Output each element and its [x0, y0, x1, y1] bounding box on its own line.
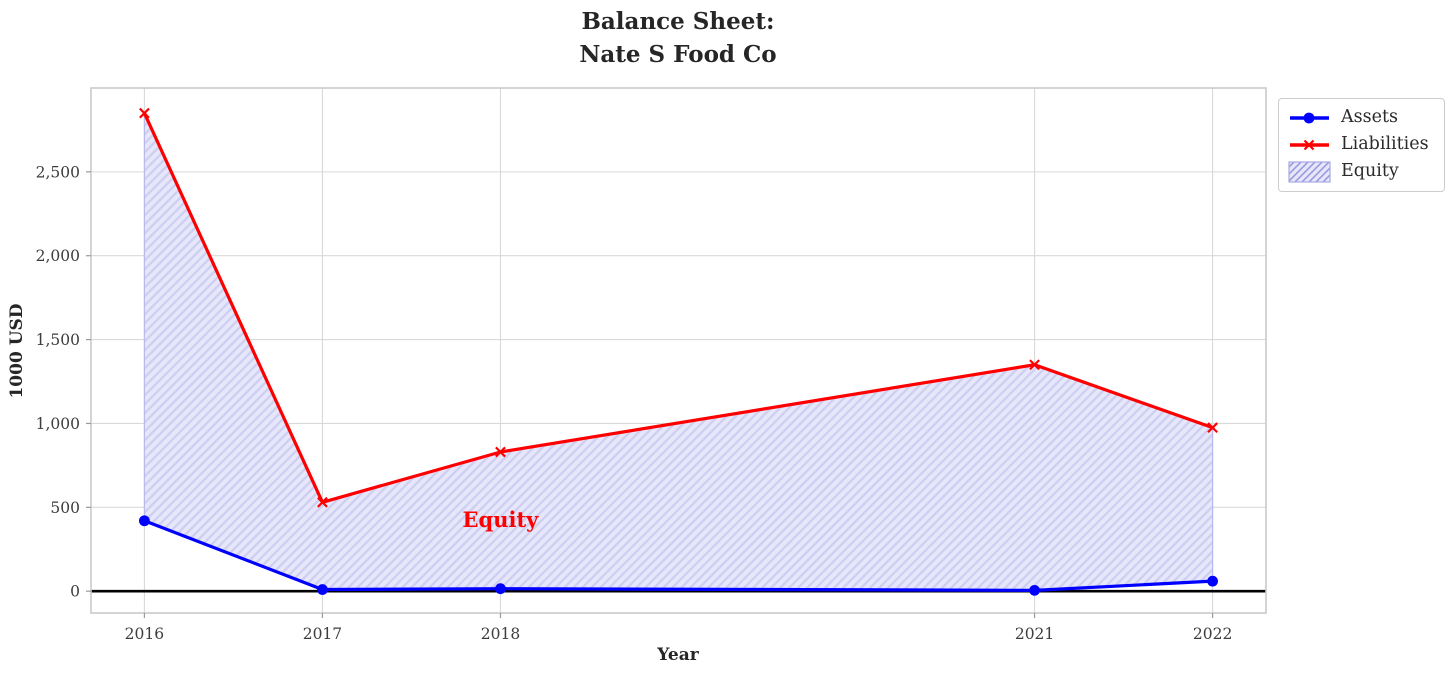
chart-title: Balance Sheet: Nate S Food Co — [579, 6, 776, 71]
legend-label-assets: Assets — [1341, 107, 1398, 128]
y-tick-label: 0 — [70, 583, 80, 601]
x-axis-label: Year — [657, 645, 699, 665]
x-tick-label: 2016 — [125, 625, 164, 643]
legend-label-equity: Equity — [1341, 161, 1399, 182]
y-tick-label: 2,500 — [36, 163, 80, 181]
tick-labels: 2016 2017 2018 2021 2022 0 500 1,000 1,500 2,000 2… — [36, 163, 1233, 643]
x-tick-label: 2022 — [1193, 625, 1232, 643]
legend-item-equity: Equity — [1288, 160, 1435, 184]
legend-label-liabilities: Liabilities — [1341, 134, 1429, 155]
series-assets-line — [139, 515, 1218, 596]
legend-item-liabilities: Liabilities — [1288, 133, 1435, 157]
plot-border — [90, 87, 1267, 614]
y-tick-label: 2,000 — [36, 247, 80, 265]
x-tick-label: 2018 — [481, 625, 520, 643]
tick-marks — [86, 171, 1214, 618]
liabilities-line-swatch-icon — [1290, 139, 1329, 151]
x-tick-label: 2017 — [303, 625, 342, 643]
series-liabilities-line — [139, 107, 1218, 508]
equity-annotation: Equity — [463, 507, 540, 532]
y-axis-label: 1000 USD — [7, 303, 27, 399]
legend: Assets Liabilities Equity — [1278, 98, 1445, 192]
x-tick-label: 2021 — [1015, 625, 1054, 643]
equity-fill-area — [143, 112, 1214, 591]
legend-item-assets: Assets — [1288, 106, 1435, 130]
equity-patch-swatch-icon — [1288, 161, 1331, 183]
chart-title-line2: Nate S Food Co — [579, 40, 777, 68]
y-tick-label: 500 — [50, 499, 80, 517]
assets-line-swatch-icon — [1290, 112, 1329, 124]
chart-title-line1: Balance Sheet: — [581, 8, 775, 35]
y-tick-label: 1,000 — [36, 415, 80, 433]
y-tick-label: 1,500 — [36, 331, 80, 349]
